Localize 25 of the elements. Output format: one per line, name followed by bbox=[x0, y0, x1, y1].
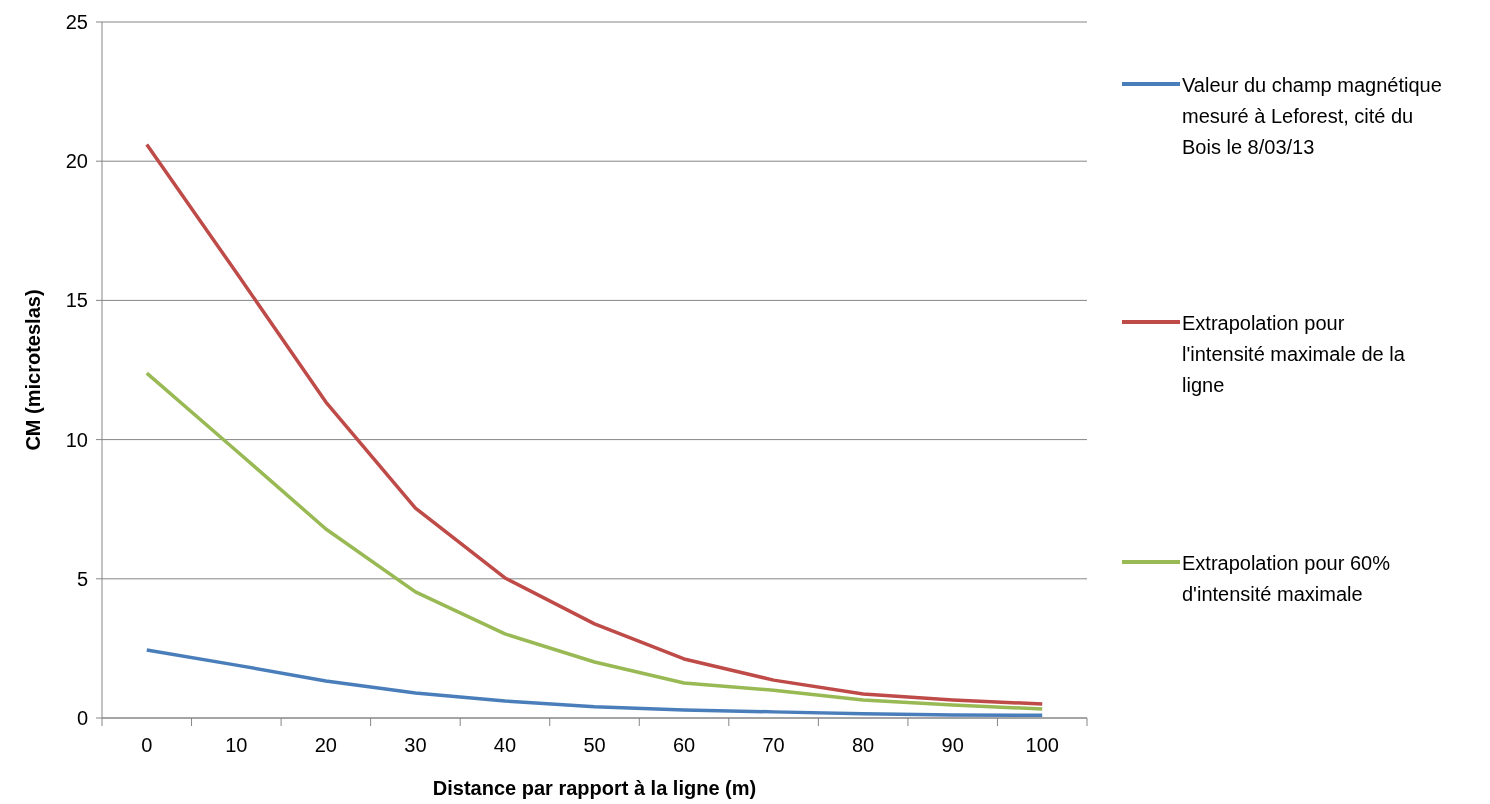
y-tick-label: 15 bbox=[65, 289, 88, 312]
x-axis-title: Distance par rapport à la ligne (m) bbox=[432, 777, 757, 799]
x-tick-label: 50 bbox=[583, 734, 606, 756]
x-tick-label: 40 bbox=[493, 734, 517, 756]
x-tick-label: 60 bbox=[672, 734, 696, 756]
x-tick-label: 70 bbox=[762, 734, 785, 756]
x-tick-label: 10 bbox=[225, 734, 248, 756]
x-tick-label: 0 bbox=[141, 734, 153, 756]
x-tick-label: 100 bbox=[1025, 734, 1059, 756]
line-series bbox=[145, 648, 1044, 717]
y-tick-label: 25 bbox=[65, 11, 88, 33]
legend-label: Valeur du champ magnétique mesuré à Leforest, cité du Bois le 8/03/13 bbox=[1182, 74, 1442, 158]
y-tick-label: 20 bbox=[65, 150, 88, 173]
y-tick-label: 10 bbox=[65, 428, 88, 451]
x-tick-label: 90 bbox=[941, 734, 964, 756]
y-tick-label: 0 bbox=[76, 707, 88, 729]
x-tick-label: 20 bbox=[314, 734, 337, 756]
y-axis-title: CM (microteslas) bbox=[22, 289, 44, 451]
line-series bbox=[145, 371, 1044, 711]
legend-label: Extrapolation pour 60% d'intensité maximale bbox=[1182, 552, 1391, 605]
x-tick-label: 80 bbox=[852, 734, 875, 756]
legend-label: Extrapolation pour l'intensité maximale de la ligne bbox=[1182, 312, 1406, 396]
line-series bbox=[145, 142, 1044, 706]
y-tick-label: 5 bbox=[76, 567, 88, 590]
x-tick-label: 30 bbox=[404, 734, 427, 756]
